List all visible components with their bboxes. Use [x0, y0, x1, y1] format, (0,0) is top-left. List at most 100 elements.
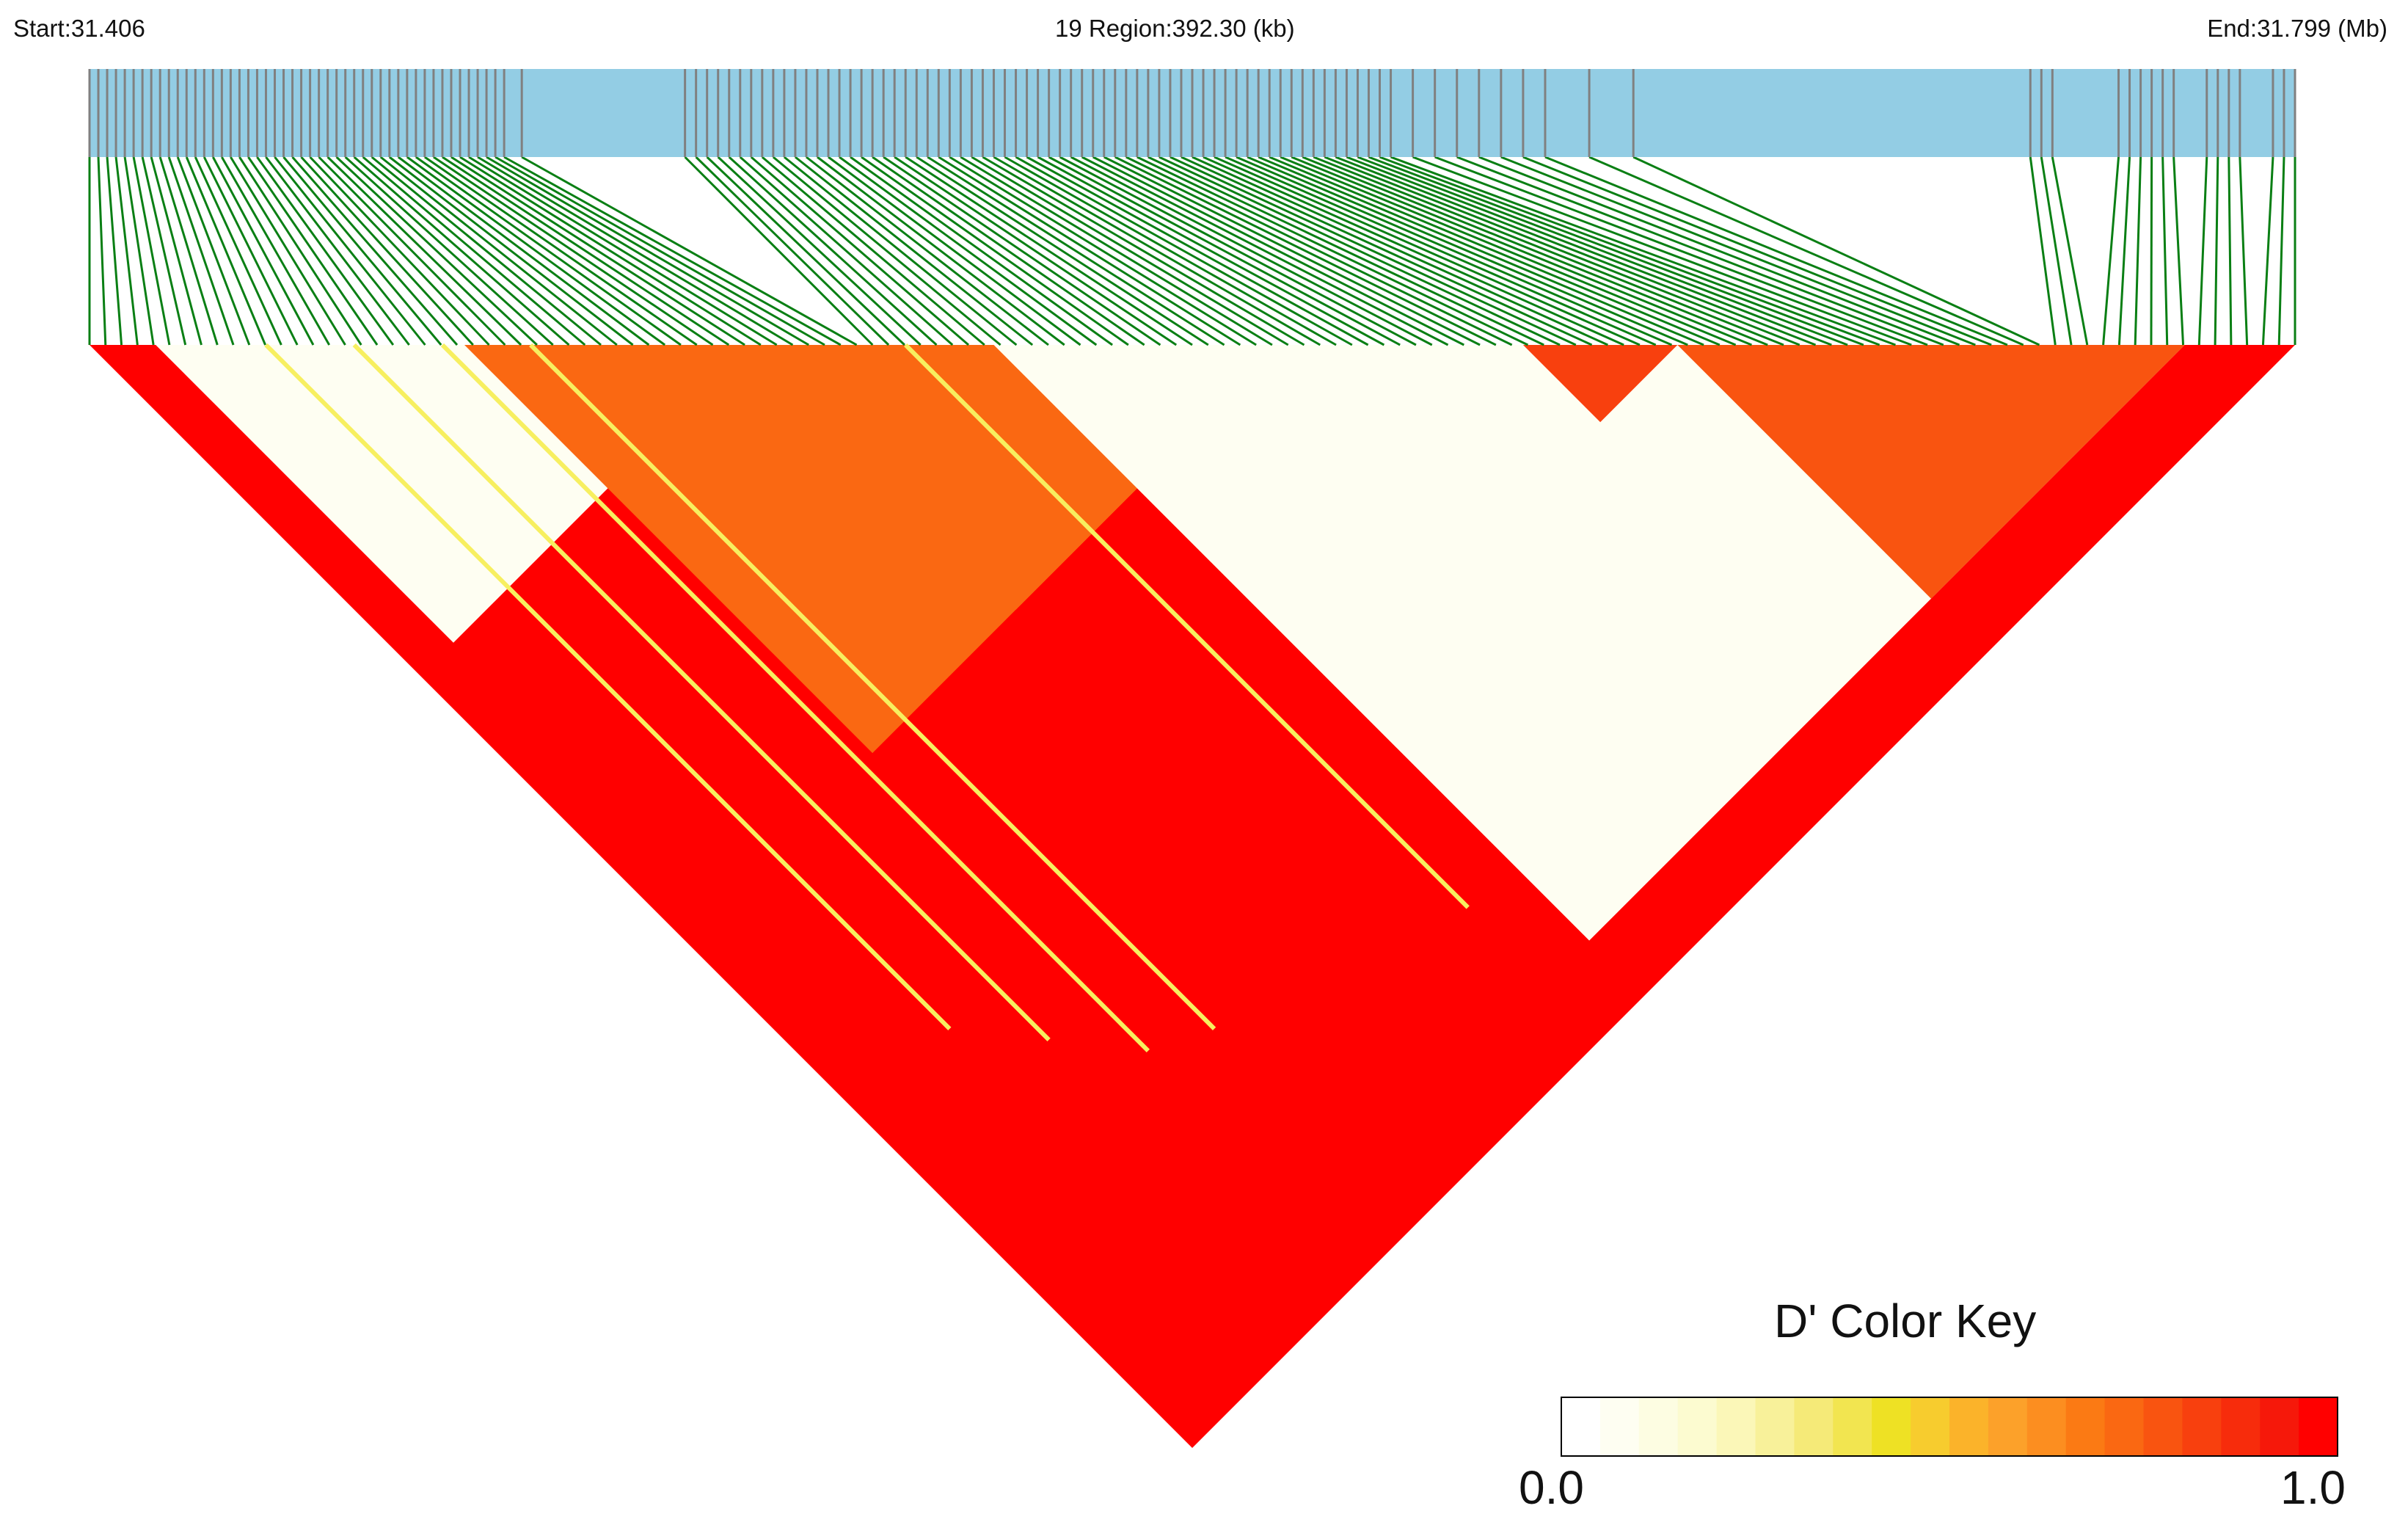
snp-connector-line	[1015, 156, 1353, 346]
snp-connector-line	[1280, 156, 1737, 346]
snp-connector-line	[486, 156, 809, 346]
snp-connector-line	[1136, 156, 1529, 346]
snp-connector-line	[750, 156, 970, 346]
snp-connector-line	[916, 156, 1209, 346]
snp-connector-line	[2239, 156, 2249, 346]
snp-connector-line	[1203, 156, 1624, 346]
ld-block	[1522, 345, 1678, 423]
snp-connector-line	[949, 156, 1257, 346]
snp-connector-line	[1225, 156, 1657, 346]
snp-connector-line	[960, 156, 1273, 346]
color-key-cell	[2299, 1397, 2338, 1456]
snp-connector-line	[1125, 156, 1513, 346]
snp-connector-line	[318, 156, 506, 346]
snp-connector-line	[839, 156, 1098, 346]
snp-connector-line	[450, 156, 745, 346]
snp-connector-line	[1247, 156, 1688, 346]
snp-connector-line	[1346, 156, 1832, 346]
snp-connector-line	[828, 156, 1081, 346]
snp-connector-line	[256, 156, 395, 346]
color-key-cell	[1911, 1397, 1950, 1456]
snp-connector-line	[982, 156, 1305, 346]
region-end-label: End:31.799 (Mb)	[2207, 15, 2387, 42]
snp-connector-line	[1324, 156, 1800, 346]
snp-connector-line	[1335, 156, 1817, 346]
ld-block	[464, 345, 1281, 754]
color-key-cell	[2143, 1397, 2183, 1456]
snp-connector-line	[459, 156, 762, 346]
snp-connector-line	[114, 156, 139, 346]
snp-connector-line	[794, 156, 1034, 346]
color-key-cell	[2182, 1397, 2222, 1456]
snp-connector-line	[938, 156, 1241, 346]
snp-connector-lines	[88, 156, 2296, 346]
snp-connector-line	[695, 156, 890, 346]
snp-connector-line	[388, 156, 634, 346]
color-key-cell	[1833, 1397, 1873, 1456]
snp-connector-line	[783, 156, 1018, 346]
snp-connector-line	[850, 156, 1113, 346]
snp-connector-line	[1236, 156, 1673, 346]
snp-connector-line	[238, 156, 362, 346]
ld-stripe	[352, 343, 1051, 1042]
snp-connector-line	[927, 156, 1225, 346]
snp-connector-line	[1368, 156, 1864, 346]
snp-connector-line	[971, 156, 1289, 346]
color-key-cell	[1794, 1397, 1834, 1456]
color-key-cell	[2221, 1397, 2261, 1456]
snp-connector-line	[2161, 156, 2169, 346]
snp-connector-line	[397, 156, 650, 346]
snp-connector-line	[265, 156, 410, 346]
snp-connector-line	[1092, 156, 1464, 346]
snp-connector-line	[1258, 156, 1704, 346]
color-key-cell	[2104, 1397, 2145, 1456]
snp-connector-line	[1148, 156, 1544, 346]
snp-connector-line	[230, 156, 346, 346]
ld-stripe	[904, 343, 1470, 909]
ld-block	[1677, 345, 2185, 599]
snp-connector-line	[1269, 156, 1721, 346]
snp-connector-line	[872, 156, 1145, 346]
snp-connector-line	[706, 156, 905, 346]
color-key-cell	[2065, 1397, 2106, 1456]
snp-connector-line	[861, 156, 1129, 346]
snp-connector-line	[2172, 156, 2185, 346]
snp-connector-line	[1214, 156, 1641, 346]
color-key-cell	[1677, 1397, 1718, 1456]
snp-connector-line	[158, 156, 219, 346]
snp-connector-line	[883, 156, 1161, 346]
snp-connector-line	[335, 156, 538, 346]
snp-connector-line	[468, 156, 778, 346]
color-key-cell	[2260, 1397, 2300, 1456]
snp-connector-line	[2040, 156, 2073, 346]
snp-connector-line	[1159, 156, 1561, 346]
snp-connector-line	[185, 156, 266, 346]
snp-connector-line	[503, 156, 842, 346]
snp-connector-line	[2102, 156, 2120, 346]
snp-connector-line	[1632, 156, 2040, 346]
snp-connector-line	[894, 156, 1178, 346]
ld-stripe	[440, 343, 1150, 1053]
snp-ticks	[88, 69, 2296, 157]
color-key-bar	[1561, 1397, 2338, 1457]
snp-connector-line	[1302, 156, 1768, 346]
snp-connector-line	[141, 156, 187, 346]
snp-connector-line	[433, 156, 714, 346]
snp-connector-line	[150, 156, 203, 346]
snp-connector-line	[1434, 156, 1928, 346]
snp-connector-line	[326, 156, 522, 346]
snp-connector-line	[300, 156, 474, 346]
snp-connector-line	[97, 156, 107, 346]
snp-connector-line	[194, 156, 282, 346]
snp-connector-line	[1412, 156, 1912, 346]
region-title: 19 Region:392.30 (kb)	[1055, 15, 1295, 42]
snp-connector-line	[2134, 156, 2142, 346]
snp-connector-line	[1059, 156, 1417, 346]
color-key-cell	[2026, 1397, 2067, 1456]
snp-connector-line	[1192, 156, 1608, 346]
snp-connector-line	[684, 156, 874, 346]
snp-connector-line	[406, 156, 666, 346]
snp-connector-line	[362, 156, 586, 346]
snp-connector-line	[371, 156, 602, 346]
snp-connector-line	[106, 156, 123, 346]
